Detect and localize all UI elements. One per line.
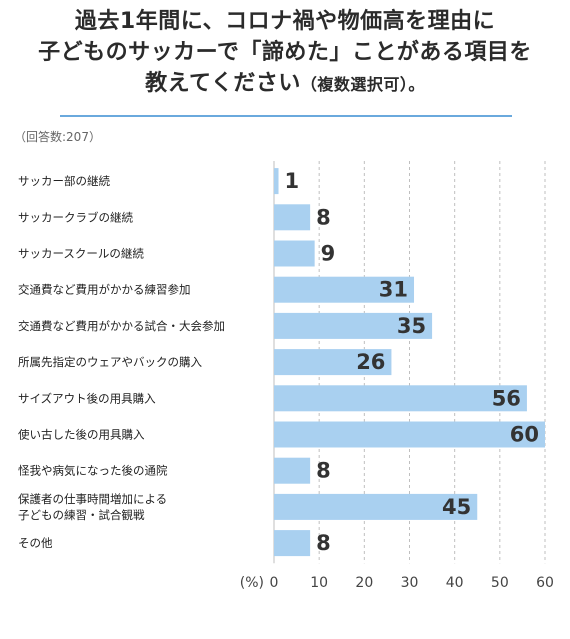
value-label-10: 45 — [442, 495, 471, 519]
bar-10 — [274, 493, 478, 520]
bar-11 — [274, 530, 311, 557]
value-label-3: 9 — [321, 242, 336, 266]
value-label-1: 1 — [285, 169, 300, 193]
category-label-8: 使い古した後の用具購入 — [18, 428, 145, 442]
title-suffix: （複数選択可）。 — [300, 75, 425, 94]
category-label-5: 交通費など費用がかかる試合・大会参加 — [18, 319, 225, 333]
bar-2 — [274, 204, 311, 231]
bar-9 — [274, 457, 311, 484]
title-line-3-main: 教えてください — [145, 71, 301, 96]
bar-6 — [274, 349, 392, 376]
category-label-3: サッカースクールの継続 — [18, 247, 144, 261]
category-label-10: 保護者の仕事時間増加による子どもの練習・試合観戦 — [18, 492, 167, 522]
title-line-3: 教えてください（複数選択可）。 — [0, 68, 570, 100]
category-label-7: サイズアウト後の用具購入 — [18, 391, 156, 405]
bar-1 — [274, 168, 279, 195]
bar-3 — [274, 240, 315, 267]
respondents-note: （回答数:207） — [14, 130, 101, 144]
x-tick-20: 20 — [355, 575, 373, 591]
x-tick-60: 60 — [536, 575, 554, 591]
x-tick-30: 30 — [401, 575, 419, 591]
value-label-8: 60 — [510, 423, 539, 447]
value-label-5: 35 — [397, 314, 426, 338]
x-tick-40: 40 — [446, 575, 464, 591]
value-label-4: 31 — [379, 278, 408, 302]
bar-8 — [274, 421, 545, 448]
title-underline — [60, 115, 512, 117]
title-line-2: 子どものサッカーで「諦めた」ことがある項目を — [38, 40, 532, 65]
value-label-11: 8 — [316, 531, 331, 555]
x-axis-unit: (%) — [240, 575, 264, 591]
title-line-1: 過去1年間に、コロナ禍や物価高を理由に — [74, 9, 496, 34]
value-label-9: 8 — [316, 459, 331, 483]
category-label-1: サッカー部の継続 — [18, 174, 110, 188]
x-tick-10: 10 — [310, 575, 328, 591]
bar-4 — [274, 276, 415, 303]
bar-5 — [274, 312, 433, 339]
value-label-2: 8 — [316, 205, 331, 229]
category-label-6: 所属先指定のウェアやバックの購入 — [18, 355, 202, 369]
category-label-2: サッカークラブの継続 — [18, 210, 133, 224]
category-label-11: その他 — [18, 536, 53, 550]
category-label-4: 交通費など費用がかかる練習参加 — [18, 283, 191, 297]
value-label-7: 56 — [492, 386, 521, 410]
x-tick-50: 50 — [491, 575, 509, 591]
chart-title: 過去1年間に、コロナ禍や物価高を理由に 子どものサッカーで「諦めた」ことがある項… — [0, 6, 570, 100]
category-label-9: 怪我や病気になった後の通院 — [18, 464, 168, 478]
value-label-6: 26 — [356, 350, 385, 374]
bar-7 — [274, 385, 527, 412]
x-tick-0: 0 — [270, 575, 279, 591]
